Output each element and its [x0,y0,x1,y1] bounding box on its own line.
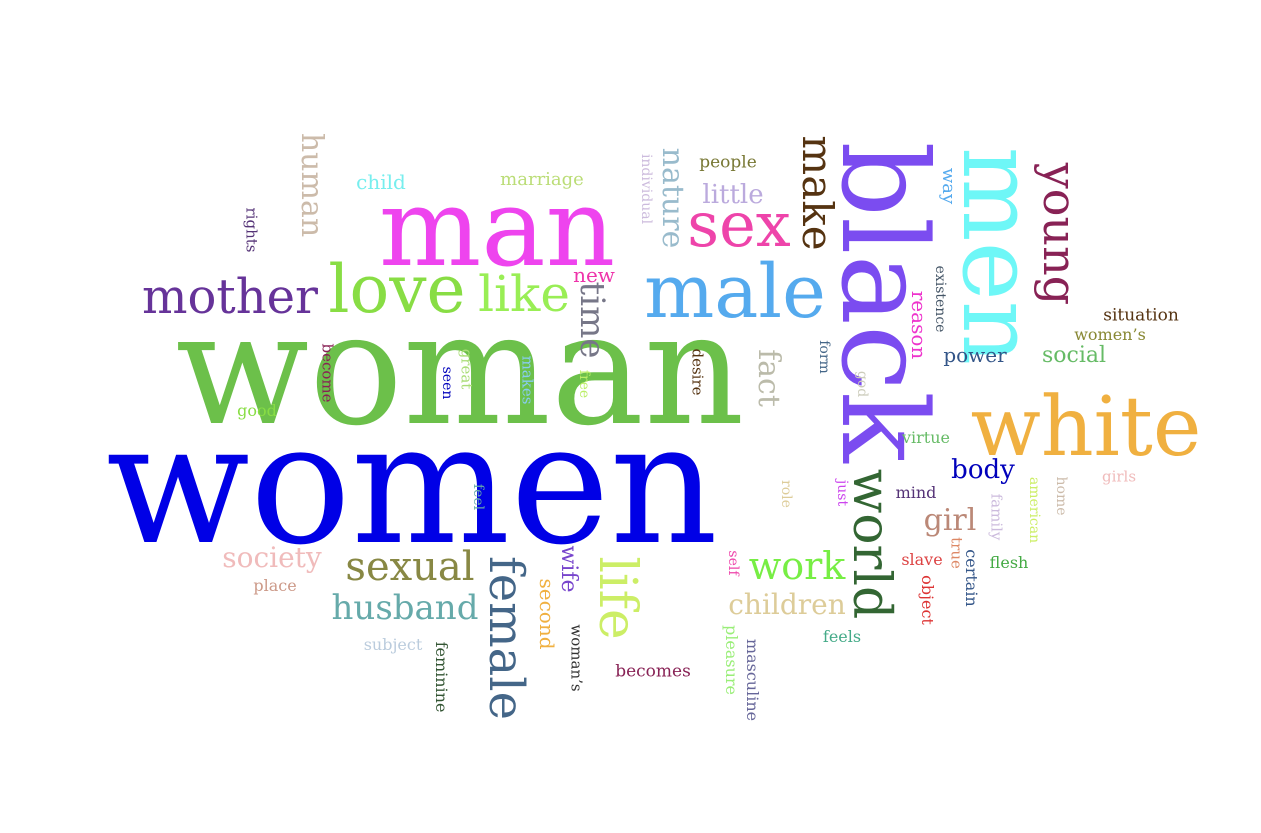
word-little: little [702,180,764,210]
word-people: people [699,152,757,173]
word-subject: subject [363,635,423,654]
word-feels: feels [822,627,862,646]
word-masculine: masculine [743,638,762,722]
word-family: family [987,493,1006,541]
word-rights: rights [242,207,261,253]
word-reason: reason [907,290,931,360]
word-role: role [778,480,794,508]
word-american: american [1026,476,1042,544]
word-girls: girls [1101,467,1137,486]
word-free: free [576,369,592,399]
word-social: social [1041,343,1107,368]
word-sex: sex [687,188,791,261]
word-flesh: flesh [989,553,1029,572]
word-like: like [478,265,570,323]
word-second: second [535,578,559,650]
word-new: new [573,263,615,287]
word-white: white [970,380,1202,475]
word-makes: makes [518,355,537,405]
word-make: make [793,135,842,251]
word-work: work [748,544,846,588]
word-children: children [728,588,846,621]
word-becomes: becomes [615,661,691,682]
word-pleasure: pleasure [722,625,741,695]
word-object: object [918,575,937,625]
word-time: time [572,281,612,359]
word-desire: desire [688,348,707,396]
word-become: become [318,343,337,403]
word-situation: situation [1103,305,1179,326]
word-world: world [841,468,901,620]
word-good: good [237,401,277,420]
word-virtue: virtue [901,428,951,447]
word-marriage: marriage [500,169,584,190]
word-body: body [951,455,1015,485]
word-seen: seen [439,366,455,400]
word-child: child [356,170,406,194]
word-true: true [947,537,966,569]
word-place: place [253,576,297,595]
word-life: life [587,556,647,640]
word-fact: fact [751,349,786,407]
word-women: women [106,386,718,582]
word-mother: mother [142,269,318,325]
word-sexual: sexual [345,544,475,590]
word-way: way [938,167,959,205]
word-just: just [834,479,850,507]
word-form: form [816,340,832,374]
word-home: home [1053,476,1069,516]
word-woman: woman [175,278,745,460]
word-girl: girl [923,503,977,538]
word-existence: existence [932,265,948,333]
word-self: self [725,550,741,576]
word-man: man [378,166,616,291]
word-slave: slave [901,550,943,569]
word-womans: woman’s [567,624,586,692]
word-mind: mind [895,483,937,502]
word-nature: nature [655,147,690,249]
word-male: male [644,249,826,335]
word-womens: women’s [1074,325,1146,344]
word-husband: husband [331,588,479,628]
word-love: love [328,251,466,328]
word-individual: individual [638,153,654,225]
word-society: society [222,541,322,574]
word-young: young [1033,162,1087,306]
word-female: female [478,555,534,721]
word-power: power [943,343,1007,367]
word-human: human [294,132,329,238]
word-feminine: feminine [432,641,451,713]
word-feel: feel [470,483,486,511]
word-great: great [457,348,476,390]
word-god: god [854,370,870,398]
word-wife: wife [556,545,581,593]
